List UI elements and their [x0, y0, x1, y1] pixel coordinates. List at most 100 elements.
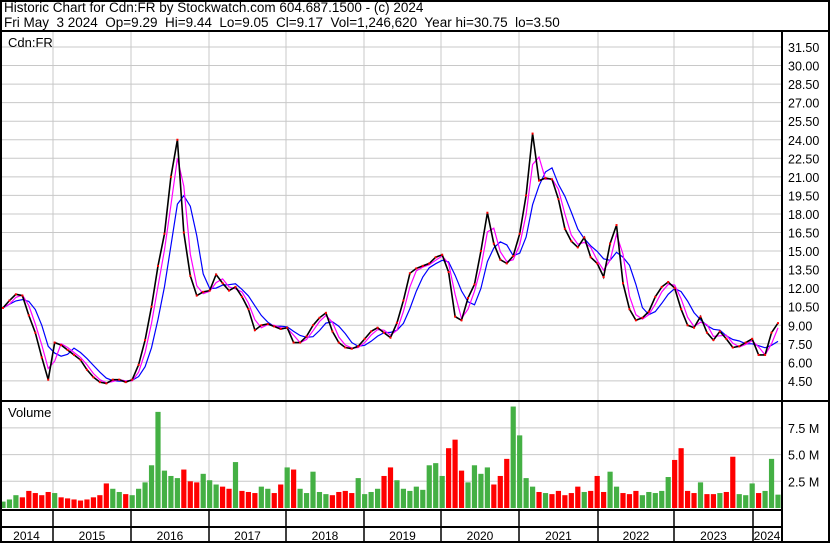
volume-bar — [207, 480, 213, 508]
volume-bar — [316, 491, 323, 508]
price-point — [738, 345, 741, 348]
volume-bar — [504, 458, 510, 508]
price-tick-label: 21.00 — [788, 171, 819, 185]
volume-bar — [659, 490, 665, 508]
volume-bar — [103, 483, 109, 508]
volume-bar — [743, 495, 749, 508]
volume-bar — [491, 484, 497, 508]
price-point — [667, 280, 670, 283]
price-point — [609, 242, 612, 245]
volume-bar — [517, 435, 523, 508]
price-point — [60, 344, 63, 347]
volume-bar — [84, 499, 90, 508]
price-point — [131, 378, 134, 381]
price-point — [596, 262, 599, 265]
price-point — [150, 305, 153, 308]
price-point — [660, 285, 663, 288]
price-point — [182, 231, 185, 234]
price-point — [589, 256, 592, 259]
volume-tick-label: 2.5 M — [788, 475, 819, 489]
year-label: 2022 — [623, 529, 650, 543]
price-point — [221, 282, 224, 285]
volume-bar — [19, 497, 25, 508]
price-point — [505, 262, 508, 265]
volume-tick-label: 7.5 M — [788, 422, 819, 436]
volume-bar — [452, 439, 458, 508]
price-point — [169, 175, 172, 178]
volume-bar — [529, 486, 536, 508]
volume-bar — [407, 490, 413, 508]
volume-bar — [77, 500, 84, 508]
volume-bar — [665, 477, 671, 508]
price-point — [331, 330, 334, 333]
volume-bar — [756, 493, 762, 508]
price-tick-label: 18.00 — [788, 208, 819, 222]
volume-bar — [362, 494, 368, 508]
volume-bar — [433, 463, 439, 508]
price-point — [654, 295, 657, 298]
volume-bar — [239, 490, 245, 508]
volume-bar — [710, 494, 717, 508]
volume-bar — [97, 495, 103, 508]
volume-tick-label: 5.0 M — [788, 449, 819, 463]
price-point — [8, 299, 11, 302]
price-point — [531, 132, 534, 135]
price-point — [550, 178, 553, 181]
price-tick-label: 16.50 — [788, 227, 819, 241]
volume-bar — [762, 490, 768, 508]
price-point — [576, 246, 579, 249]
price-point — [557, 198, 560, 201]
price-point — [111, 378, 114, 381]
price-series — [2, 132, 779, 385]
price-point — [686, 324, 689, 327]
price-point — [21, 294, 24, 297]
year-label: 2021 — [545, 529, 572, 543]
volume-bar — [303, 493, 310, 508]
price-point — [699, 315, 702, 318]
price-point — [751, 337, 754, 340]
price-point — [202, 290, 205, 293]
price-point — [47, 378, 50, 381]
volume-bar — [226, 488, 232, 508]
price-point — [467, 297, 469, 300]
price-point — [305, 335, 308, 338]
volume-bar — [730, 456, 736, 508]
price-point — [79, 358, 82, 361]
price-point — [421, 264, 424, 267]
volume-bar — [0, 501, 6, 508]
volume-bar — [768, 458, 775, 508]
price-point — [66, 348, 69, 351]
volume-bar — [181, 469, 187, 508]
price-point — [163, 232, 166, 235]
price-point — [408, 272, 411, 275]
price-point — [144, 339, 147, 342]
volume-bar — [717, 493, 723, 508]
price-tick-label: 6.00 — [788, 356, 812, 370]
volume-bar — [64, 498, 71, 508]
volume-bar — [58, 497, 64, 508]
price-point — [98, 381, 101, 384]
volume-bar — [704, 494, 710, 508]
volume-bar — [232, 462, 239, 508]
volume-bar — [45, 491, 51, 508]
volume-bar — [420, 489, 426, 508]
volume-bar — [194, 482, 200, 508]
price-point — [777, 322, 779, 325]
volume-bar — [258, 486, 264, 508]
volume-bar — [581, 491, 587, 508]
price-point — [764, 353, 767, 356]
price-point — [499, 258, 502, 261]
volume-bar — [136, 488, 142, 508]
volume-bar — [26, 490, 32, 508]
price-point — [454, 315, 457, 318]
volume-bar — [575, 486, 581, 508]
price-point — [583, 236, 586, 239]
price-point — [273, 325, 276, 328]
price-point — [525, 194, 528, 197]
price-point — [318, 316, 321, 319]
price-point — [247, 308, 250, 311]
volume-bar — [155, 411, 161, 508]
price-point — [337, 341, 340, 344]
volume-bar — [542, 493, 549, 508]
year-axis: 2014 2015 2016 2017 2018 2019 2020 2021 2022 2023… — [13, 510, 781, 543]
